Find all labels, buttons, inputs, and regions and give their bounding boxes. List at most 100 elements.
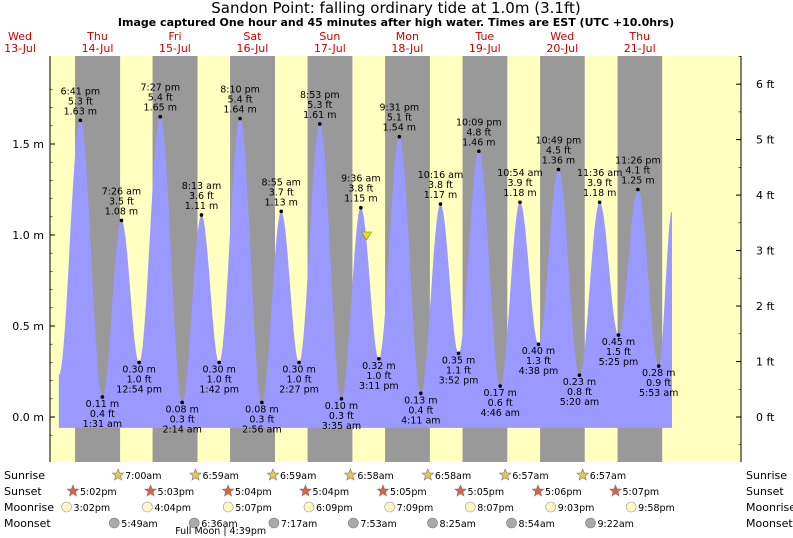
- day-date: 19-Jul: [469, 42, 501, 55]
- day-date: 17-Jul: [314, 42, 346, 55]
- moonrise-time: 9:03pm: [558, 503, 595, 514]
- astro-row-label-right: Sunrise: [746, 469, 787, 482]
- low-tide-label: 0.3 ft: [329, 411, 354, 422]
- chart-title: Sandon Point: falling ordinary tide at 1…: [211, 0, 580, 17]
- high-tide-point: [556, 167, 561, 172]
- moonrise-time: 3:02pm: [74, 503, 111, 514]
- low-tide-label: 4:11 am: [401, 415, 440, 426]
- high-tide-label: 8:53 pm: [300, 90, 340, 101]
- high-tide-label: 3.6 ft: [189, 191, 214, 202]
- high-tide-label: 4.8 ft: [466, 127, 491, 138]
- right-tick-label: 3 ft: [756, 245, 775, 258]
- day-name: Mon: [396, 30, 419, 43]
- high-tide-label: 7:27 pm: [140, 83, 180, 94]
- sunset-time: 5:06pm: [545, 487, 582, 498]
- low-tide-label: 0.08 m: [245, 404, 278, 415]
- moonrise-icon: [222, 501, 234, 513]
- low-tide-label: 0.11 m: [86, 399, 119, 410]
- moonset-time: 8:25am: [440, 519, 476, 530]
- extreme-labels-layer: 6:41 pm5.3 ft1.63 m0.11 m0.4 ft1:31 am7:…: [61, 83, 679, 436]
- low-tide-label: 1.1 ft: [446, 365, 471, 376]
- high-tide-label: 5.1 ft: [387, 113, 412, 124]
- day-name: Thu: [86, 30, 108, 43]
- low-tide-label: 4:46 am: [480, 408, 519, 419]
- chart-subtitle: Image captured One hour and 45 minutes a…: [118, 16, 674, 29]
- astro-row-label-right: Sunset: [746, 485, 784, 498]
- current-tide-marker: [360, 231, 373, 241]
- sunrise-icon: [343, 468, 357, 481]
- low-tide-label: 5:53 am: [639, 388, 678, 399]
- high-tide-label: 3.5 ft: [109, 196, 134, 207]
- day-name: Wed: [550, 30, 574, 43]
- low-tide-label: 2:56 am: [242, 424, 281, 435]
- low-tide-label: 0.08 m: [165, 404, 198, 415]
- high-tide-point: [397, 134, 402, 139]
- high-tide-label: 1.18 m: [503, 188, 536, 199]
- sunset-time: 5:04pm: [235, 487, 272, 498]
- moonrise-time: 7:09pm: [397, 503, 434, 514]
- high-tide-label: 11:26 pm: [615, 156, 661, 167]
- right-tick-label: 0 ft: [756, 411, 775, 424]
- high-tide-label: 8:55 am: [261, 177, 300, 188]
- high-tide-label: 4.5 ft: [546, 145, 571, 156]
- moonset-icon: [188, 517, 200, 529]
- moonrise-time: 8:07pm: [477, 503, 514, 514]
- astro-row-label-left: Moonrise: [4, 501, 54, 514]
- sunrise-time: 6:57am: [590, 471, 626, 482]
- high-tide-label: 5.4 ft: [228, 95, 253, 106]
- full-moon-note: Full Moon | 4:39pm: [175, 526, 266, 537]
- high-tide-label: 4.1 ft: [625, 166, 650, 177]
- low-tide-label: 0.30 m: [122, 364, 155, 375]
- sunrise-icon: [421, 468, 435, 481]
- right-tick-label: 2 ft: [756, 300, 775, 313]
- moonrise-time: 4:04pm: [154, 503, 191, 514]
- sunrise-icon: [189, 468, 202, 481]
- low-tide-label: 0.6 ft: [488, 398, 513, 409]
- day-name: Fri: [168, 30, 181, 43]
- astro-row-label-left: Moonset: [4, 517, 51, 530]
- high-tide-label: 1.36 m: [542, 155, 575, 166]
- low-tide-label: 2:27 pm: [279, 384, 319, 395]
- low-tide-point: [339, 397, 344, 401]
- low-tide-label: 0.8 ft: [567, 387, 592, 398]
- day-name: Sat: [243, 30, 262, 43]
- high-tide-label: 10:09 pm: [456, 117, 502, 128]
- low-tide-label: 3:52 pm: [439, 375, 479, 386]
- high-tide-label: 10:16 am: [418, 170, 463, 181]
- high-tide-point: [238, 116, 242, 121]
- left-tick-label: 1.0 m: [12, 229, 44, 242]
- sunset-time: 5:02pm: [80, 487, 117, 498]
- sunrise-time: 6:59am: [280, 471, 316, 482]
- left-tick-label: 0.0 m: [12, 411, 44, 424]
- low-tide-label: 1.5 ft: [606, 347, 631, 358]
- low-tide-label: 0.9 ft: [646, 378, 671, 389]
- sunrise-icon: [266, 468, 280, 481]
- low-tide-label: 0.45 m: [602, 337, 635, 348]
- high-tide-label: 6:41 pm: [61, 86, 101, 97]
- high-tide-point: [119, 218, 124, 223]
- right-tick-label: 1 ft: [756, 356, 775, 369]
- day-name: Wed: [8, 30, 32, 43]
- moonset-icon: [427, 517, 438, 529]
- high-tide-point: [158, 114, 163, 119]
- low-tide-point: [419, 391, 423, 396]
- low-tide-label: 0.32 m: [362, 361, 395, 372]
- low-tide-label: 0.3 ft: [249, 414, 274, 425]
- high-tide-label: 1.54 m: [383, 123, 416, 134]
- moonrise-time: 9:58pm: [638, 503, 675, 514]
- high-tide-point: [477, 149, 481, 154]
- low-tide-label: 3:11 pm: [359, 381, 399, 392]
- high-tide-label: 5.4 ft: [148, 93, 173, 104]
- high-tide-label: 1.25 m: [621, 176, 654, 187]
- high-tide-point: [518, 200, 522, 205]
- high-tide-point: [359, 205, 363, 210]
- high-tide-label: 10:49 pm: [536, 135, 582, 146]
- low-tide-label: 2:14 am: [162, 424, 201, 435]
- low-tide-label: 0.4 ft: [90, 409, 115, 420]
- day-date: 16-Jul: [236, 42, 268, 55]
- low-tide-point: [260, 400, 264, 405]
- low-tide-point: [100, 395, 105, 399]
- high-tide-label: 1.11 m: [185, 201, 218, 212]
- tide-area: [58, 116, 673, 428]
